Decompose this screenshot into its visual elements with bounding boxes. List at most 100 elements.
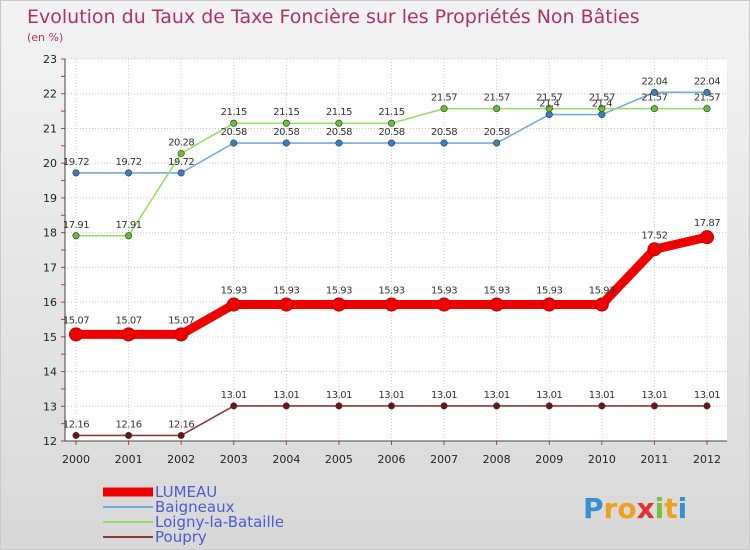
- y-tick-label: 16: [43, 296, 57, 309]
- data-point: [230, 119, 238, 127]
- data-point: [437, 297, 452, 312]
- data-point: [282, 119, 290, 127]
- data-label: 21.57: [431, 93, 457, 104]
- legend-label: Poupry: [155, 528, 207, 546]
- data-label: 17.91: [116, 220, 142, 231]
- data-point: [489, 297, 504, 312]
- data-label: 21.15: [378, 107, 404, 118]
- data-point: [703, 402, 711, 410]
- y-tick-label: 18: [43, 227, 57, 240]
- data-point: [647, 242, 662, 257]
- data-point: [545, 111, 553, 119]
- data-label: 15.93: [536, 286, 562, 297]
- data-label: 19.72: [168, 157, 194, 168]
- data-label: 21.4: [592, 99, 612, 110]
- data-label: 17.87: [694, 218, 720, 229]
- data-label: 13.01: [326, 390, 352, 401]
- data-label: 17.91: [63, 220, 89, 231]
- data-label: 19.72: [63, 157, 89, 168]
- proxiti-logo: Proxiti: [583, 492, 687, 525]
- data-point: [440, 139, 448, 147]
- data-point: [700, 230, 714, 245]
- data-point: [335, 119, 343, 127]
- data-label: 13.01: [221, 390, 247, 401]
- data-point: [125, 232, 133, 240]
- data-point: [598, 105, 606, 113]
- data-point: [387, 119, 395, 127]
- logo-letter: r: [604, 492, 618, 525]
- data-labels: 15.07 15.07 15.07 15.93 15.93 15.93 15.93 15.93…: [63, 76, 721, 430]
- y-tick-label: 22: [43, 88, 57, 101]
- data-label: 13.01: [378, 390, 404, 401]
- data-label: 21.57: [641, 93, 667, 104]
- data-label: 21.57: [589, 93, 615, 104]
- data-point: [703, 88, 711, 96]
- data-point: [69, 327, 83, 342]
- data-point: [493, 139, 501, 147]
- data-label: 12.16: [116, 419, 142, 430]
- chart-title: Evolution du Taux de Taxe Foncière sur l…: [27, 6, 640, 28]
- data-label: 12.16: [63, 419, 89, 430]
- data-point: [125, 169, 133, 177]
- data-label: 13.01: [589, 390, 615, 401]
- data-point: [440, 105, 448, 113]
- logo-letter: i: [655, 492, 665, 525]
- data-label: 17.52: [641, 230, 667, 241]
- chart-subtitle: (en %): [27, 31, 63, 44]
- data-label: 13.01: [273, 390, 299, 401]
- data-point: [650, 88, 658, 96]
- logo-letter: P: [583, 492, 604, 525]
- data-point: [72, 232, 80, 240]
- y-tick-label: 14: [43, 366, 57, 379]
- x-tick-label: 2009: [535, 453, 563, 466]
- x-tick-label: 2002: [167, 453, 195, 466]
- data-point: [493, 105, 501, 113]
- data-label: 13.01: [694, 390, 720, 401]
- data-label: 15.93: [326, 286, 352, 297]
- y-tick-label: 15: [43, 331, 57, 344]
- data-label: 15.93: [589, 286, 615, 297]
- data-label: 19.72: [116, 157, 142, 168]
- data-point: [335, 139, 343, 147]
- legend-label: Loigny-la-Bataille: [155, 513, 284, 531]
- axes: 12 13 14 15 16 17 18 19 20 21 22 23 2000 2001 2002 2003…: [43, 53, 727, 466]
- data-label: 22.04: [694, 76, 720, 87]
- x-tick-label: 2011: [640, 453, 668, 466]
- data-label: 20.58: [273, 127, 299, 138]
- data-point: [177, 169, 185, 177]
- y-tick-label: 17: [43, 261, 57, 274]
- x-tick-label: 2007: [430, 453, 458, 466]
- data-label: 15.07: [116, 315, 142, 326]
- data-label: 21.4: [539, 99, 559, 110]
- data-point: [598, 402, 606, 410]
- x-tick-label: 2012: [693, 453, 721, 466]
- data-point: [72, 169, 80, 177]
- data-label: 15.07: [63, 315, 89, 326]
- data-point: [177, 149, 185, 157]
- data-point: [440, 402, 448, 410]
- data-point: [125, 431, 133, 439]
- data-point: [598, 111, 606, 119]
- data-label: 20.58: [431, 127, 457, 138]
- x-tick-label: 2008: [483, 453, 511, 466]
- x-tick-label: 2006: [378, 453, 406, 466]
- data-label: 13.01: [536, 390, 562, 401]
- x-tick-label: 2001: [115, 453, 143, 466]
- logo-letter: i: [678, 492, 688, 525]
- data-point: [542, 297, 557, 312]
- logo-letter: o: [617, 492, 636, 525]
- data-label: 21.57: [484, 93, 510, 104]
- x-tick-label: 2004: [272, 453, 300, 466]
- data-point: [650, 402, 658, 410]
- data-label: 13.01: [641, 390, 667, 401]
- data-point: [335, 402, 343, 410]
- y-tick-label: 13: [43, 400, 57, 413]
- x-tick-label: 2010: [588, 453, 616, 466]
- data-label: 20.28: [168, 137, 194, 148]
- data-point: [493, 402, 501, 410]
- data-point: [230, 402, 238, 410]
- data-point: [177, 431, 185, 439]
